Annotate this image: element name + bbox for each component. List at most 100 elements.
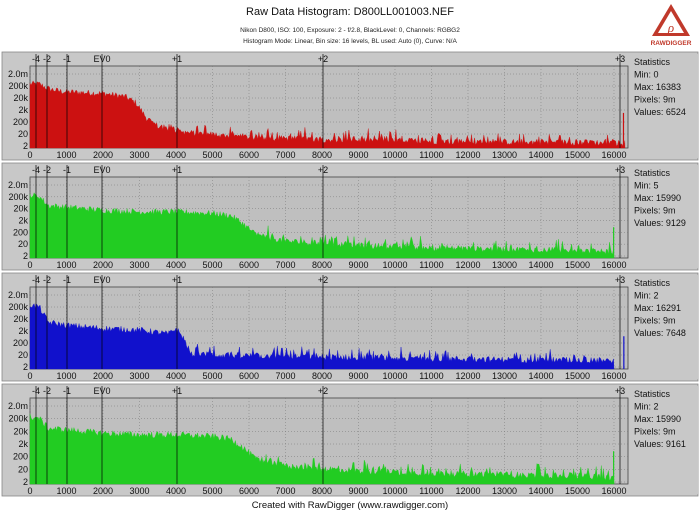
y-tick-label: 2 xyxy=(23,251,28,261)
x-tick-label: 5000 xyxy=(202,260,222,270)
x-tick-label: 7000 xyxy=(275,486,295,496)
x-tick-label: 10000 xyxy=(382,486,407,496)
ev-label: -2 xyxy=(43,54,51,64)
x-tick-label: 11000 xyxy=(419,260,443,270)
ev-label: -4 xyxy=(32,386,40,396)
y-tick-label: 2.0m xyxy=(8,290,28,300)
stat-values: Values: 7648 xyxy=(634,328,686,338)
y-tick-label: 200 xyxy=(13,227,28,237)
y-tick-label: 20k xyxy=(13,204,28,214)
stat-max: Max: 16291 xyxy=(634,303,681,313)
y-tick-label: 2 xyxy=(23,362,28,372)
x-tick-label: 12000 xyxy=(455,486,480,496)
statistics-box xyxy=(630,386,698,494)
logo-icon: ρ RAWDIGGER xyxy=(651,4,692,47)
x-tick-label: 3000 xyxy=(129,486,149,496)
histogram-area-r xyxy=(29,80,626,149)
ev-label: +1 xyxy=(172,386,182,396)
x-tick-label: 14000 xyxy=(528,486,553,496)
y-tick-label: 20 xyxy=(18,129,28,139)
ev-label: -2 xyxy=(43,386,51,396)
x-tick-label: 16000 xyxy=(601,150,626,160)
stat-values: Values: 9129 xyxy=(634,218,686,228)
y-tick-label: 200k xyxy=(8,302,28,312)
histogram-panel-r: 2.0m 200k 20k 2k 200 20 20 1000 2000 3000 4000 5000… xyxy=(1,51,699,161)
ev-label: +2 xyxy=(318,165,328,175)
y-tick-label: 2k xyxy=(18,216,28,226)
x-tick-label: 3000 xyxy=(129,260,149,270)
ev-label: +3 xyxy=(615,54,625,64)
x-tick-label: 14000 xyxy=(528,150,553,160)
x-tick-label: 1000 xyxy=(56,150,76,160)
y-tick-label: 2 xyxy=(23,141,28,151)
x-tick-label: 15000 xyxy=(565,260,590,270)
y-tick-label: 200 xyxy=(13,338,28,348)
ev-label: -2 xyxy=(43,275,51,285)
x-tick-label: 6000 xyxy=(239,371,259,381)
statistics-box xyxy=(630,165,698,268)
x-tick-label: 0 xyxy=(27,260,32,270)
x-tick-label: 13000 xyxy=(492,260,517,270)
svg-text:RAWDIGGER: RAWDIGGER xyxy=(651,40,692,47)
y-tick-label: 20k xyxy=(13,426,28,436)
y-tick-label: 20k xyxy=(13,93,28,103)
ev-label: -1 xyxy=(63,275,71,285)
x-tick-label: 6000 xyxy=(239,150,259,160)
ev-label: +1 xyxy=(172,54,182,64)
x-tick-label: 2000 xyxy=(93,150,113,160)
rawdigger-logo: ρ RAWDIGGER xyxy=(648,2,694,48)
x-tick-label: 3000 xyxy=(129,371,149,381)
y-tick-label: 2k xyxy=(18,326,28,336)
y-tick-label: 20 xyxy=(18,239,28,249)
x-tick-label: 13000 xyxy=(492,486,517,496)
x-tick-label: 11000 xyxy=(419,486,443,496)
y-tick-label: 20 xyxy=(18,464,28,474)
histogram-panel-b: 2.0m 200k 20k 2k 200 20 20 1000 2000 3000 4000 5000… xyxy=(1,272,699,382)
x-tick-label: 3000 xyxy=(129,150,149,160)
histogram-title: Raw Data Histogram: D800LL001003.NEF xyxy=(246,6,454,18)
stat-min: Min: 2 xyxy=(634,402,659,412)
histogram-mode-info: Histogram Mode: Linear, Bin size: 16 lev… xyxy=(243,38,457,45)
x-tick-label: 14000 xyxy=(528,371,553,381)
svg-text:ρ: ρ xyxy=(667,20,674,35)
x-tick-label: 12000 xyxy=(455,371,480,381)
x-tick-label: 16000 xyxy=(601,260,626,270)
y-tick-label: 200 xyxy=(13,117,28,127)
x-tick-label: 13000 xyxy=(492,371,517,381)
statistics-title: Statistics xyxy=(634,57,671,67)
statistics-title: Statistics xyxy=(634,389,671,399)
x-tick-label: 2000 xyxy=(93,260,113,270)
ev-label: +1 xyxy=(172,275,182,285)
ev-label: EV0 xyxy=(93,165,110,175)
x-tick-label: 10000 xyxy=(382,150,407,160)
ev-label: -4 xyxy=(32,275,40,285)
y-tick-label: 2.0m xyxy=(8,401,28,411)
x-tick-label: 4000 xyxy=(166,371,186,381)
x-tick-label: 16000 xyxy=(601,486,626,496)
stat-min: Min: 2 xyxy=(634,291,659,301)
x-tick-label: 12000 xyxy=(455,260,480,270)
x-tick-label: 11000 xyxy=(419,371,443,381)
y-tick-label: 200 xyxy=(13,452,28,462)
stat-max: Max: 16383 xyxy=(634,82,681,92)
x-tick-label: 16000 xyxy=(601,371,626,381)
statistics-title: Statistics xyxy=(634,278,671,288)
x-tick-label: 15000 xyxy=(565,486,590,496)
ev-label: +2 xyxy=(318,54,328,64)
y-tick-label: 2k xyxy=(18,105,28,115)
ev-label: -4 xyxy=(32,54,40,64)
x-tick-label: 15000 xyxy=(565,371,590,381)
stat-max: Max: 15990 xyxy=(634,193,681,203)
x-tick-label: 6000 xyxy=(239,260,259,270)
camera-info: Nikon D800, ISO: 100, Exposure: 2 - f/2.… xyxy=(240,27,460,34)
ev-label: -1 xyxy=(63,165,71,175)
statistics-box xyxy=(630,275,698,379)
x-tick-label: 8000 xyxy=(312,260,332,270)
x-tick-label: 10000 xyxy=(382,260,407,270)
ev-label: EV0 xyxy=(93,386,110,396)
x-tick-label: 0 xyxy=(27,150,32,160)
x-tick-label: 6000 xyxy=(239,486,259,496)
x-tick-label: 9000 xyxy=(348,150,368,160)
